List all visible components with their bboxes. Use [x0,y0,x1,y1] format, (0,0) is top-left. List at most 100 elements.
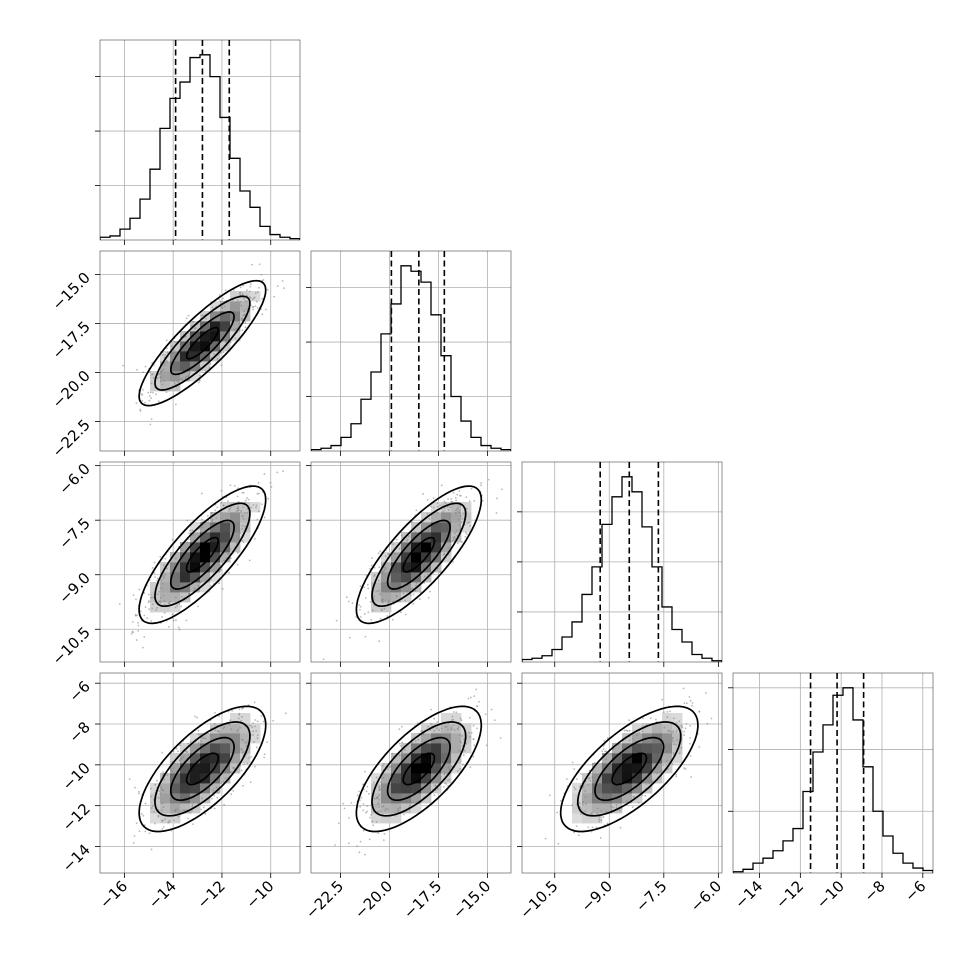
sample-point [487,478,490,481]
sample-point [587,783,590,786]
density-cell-3-1 [401,803,412,814]
sample-point [173,380,176,383]
sample-point [228,571,230,574]
panel-3-3 [728,672,934,878]
density-cell-1-0 [220,311,231,322]
sample-point [446,505,449,508]
density-cell-3-2 [642,763,653,774]
sample-point [241,751,244,754]
sample-point [465,742,468,745]
sample-point [423,575,426,578]
sample-point [451,715,454,718]
contour-3-1-0 [402,752,436,786]
sample-point [378,798,380,801]
sample-point [351,602,354,604]
density-cell-3-2 [662,743,673,754]
sample-point [469,766,472,769]
sample-point [355,616,358,618]
sample-point [204,317,207,320]
sample-point [256,734,259,737]
sample-point [577,834,580,837]
sample-point [185,619,188,622]
sample-point [493,719,496,722]
sample-point [229,484,232,487]
sample-point [236,299,239,302]
sample-point [249,283,252,286]
sample-point [571,804,574,807]
sample-point [166,347,168,350]
sample-point [337,822,340,825]
sample-point [588,777,591,780]
sample-point [229,719,232,722]
density-cell-1-0 [180,371,191,382]
sample-point [375,820,378,823]
sample-point [239,293,241,296]
sample-point [158,790,161,792]
sample-point [427,596,430,599]
density-cell-1-0 [170,361,181,372]
sample-point [683,767,686,770]
sample-point [490,708,493,711]
sample-point [596,807,599,810]
sample-point [242,491,245,494]
sample-point [161,788,163,791]
sample-point [381,601,384,604]
sample-point [180,595,183,598]
sample-point [628,739,631,742]
density-cell-3-1 [451,763,462,774]
sample-point [452,491,455,494]
sample-point [373,566,376,569]
sample-point [237,551,239,554]
sample-point [162,368,165,371]
sample-point [378,789,380,791]
sample-point [602,748,605,750]
density-cell-2-1 [441,502,452,513]
sample-point [685,702,688,705]
sample-point [459,515,462,517]
sample-point [234,337,237,340]
density-cell-2-1 [431,532,442,543]
density-cell-3-1 [411,803,422,814]
density-cell-3-1 [401,773,412,784]
sample-point [192,823,194,826]
sample-point [146,617,149,620]
sample-point [133,834,136,837]
density-cell-2-0 [170,582,181,593]
sample-point [584,789,587,792]
density-cell-3-1 [451,753,462,764]
sample-point [575,825,578,828]
sample-point [710,717,713,720]
sample-point [240,511,243,514]
density-cell-3-0 [170,813,181,824]
sample-point [409,804,411,807]
sample-point [240,509,243,512]
sample-point [267,497,270,500]
density-cell-2-1 [381,572,392,583]
sample-point [628,719,630,722]
sample-point [362,809,365,812]
sample-point [581,803,584,806]
sample-point [595,826,598,829]
density-cell-3-1 [401,763,412,774]
density-cell-3-0 [240,753,251,764]
sample-point [688,742,691,745]
density-cell-3-2 [672,723,683,734]
sample-point [439,504,441,507]
sample-point [164,818,166,821]
sample-point [442,554,445,556]
density-cell-3-1 [441,743,452,754]
sample-point [414,740,417,743]
sample-point [395,595,398,597]
sample-point [380,805,383,808]
sample-point [601,753,604,755]
sample-point [557,842,560,845]
sample-point [219,300,222,303]
sample-point [670,730,673,733]
panel-2-2 [517,461,723,667]
panel-frame-0-0 [99,39,301,241]
contour-1-0-1 [169,311,235,376]
sample-point [189,372,192,374]
sample-point [367,611,370,614]
density-cell-3-1 [401,743,412,754]
sample-point [456,493,459,496]
